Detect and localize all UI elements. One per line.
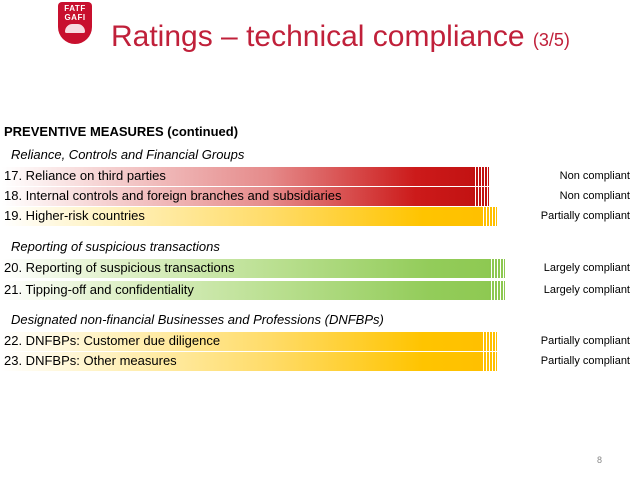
rating-row-19: 19. Higher-risk countries Partially comp… xyxy=(0,207,638,226)
logo-line-2: GAFI xyxy=(64,13,86,22)
rating-value: Non compliant xyxy=(559,170,630,182)
rating-bar xyxy=(2,207,497,226)
recommendation-label: 17. Reliance on third parties xyxy=(4,168,166,183)
slide-title: Ratings – technical compliance (3/5) xyxy=(111,20,570,54)
rating-row-18: 18. Internal controls and foreign branch… xyxy=(0,187,638,206)
rating-value: Partially compliant xyxy=(540,355,630,367)
rating-value: Non compliant xyxy=(559,190,630,202)
rating-bar xyxy=(2,259,505,278)
group-label-reporting: Reporting of suspicious transactions xyxy=(11,239,220,254)
recommendation-label: 22. DNFBPs: Customer due diligence xyxy=(4,333,221,348)
rating-bar xyxy=(2,352,497,371)
rating-value: Largely compliant xyxy=(543,262,630,274)
rating-row-23: 23. DNFBPs: Other measures Partially com… xyxy=(0,352,638,371)
rating-bar xyxy=(2,167,489,186)
rating-row-17: 17. Reliance on third parties Non compli… xyxy=(0,167,638,186)
recommendation-label: 23. DNFBPs: Other measures xyxy=(4,353,177,368)
rating-bar xyxy=(2,332,497,351)
recommendation-label: 19. Higher-risk countries xyxy=(4,208,145,223)
title-page-indicator: (3/5) xyxy=(532,30,570,50)
group-label-dnfbps: Designated non-financial Businesses and … xyxy=(11,312,384,327)
page-number: 8 xyxy=(596,455,602,465)
rating-row-22: 22. DNFBPs: Customer due diligence Parti… xyxy=(0,332,638,351)
rating-row-20: 20. Reporting of suspicious transactions… xyxy=(0,259,638,278)
group-label-reliance: Reliance, Controls and Financial Groups xyxy=(11,147,245,162)
rating-value: Partially compliant xyxy=(540,210,630,222)
section-heading: PREVENTIVE MEASURES (continued) xyxy=(4,124,239,139)
fatf-gafi-logo: FATF GAFI xyxy=(58,2,92,44)
title-main: Ratings – technical compliance xyxy=(111,20,525,53)
rating-bar xyxy=(2,187,489,206)
recommendation-label: 20. Reporting of suspicious transactions xyxy=(4,260,235,275)
logo-line-1: FATF xyxy=(64,4,86,13)
rating-row-21: 21. Tipping-off and confidentiality Larg… xyxy=(0,281,638,300)
recommendation-label: 21. Tipping-off and confidentiality xyxy=(4,282,194,297)
recommendation-label: 18. Internal controls and foreign branch… xyxy=(4,188,342,203)
rating-value: Partially compliant xyxy=(540,335,630,347)
rating-value: Largely compliant xyxy=(543,284,630,296)
rating-bar xyxy=(2,281,505,300)
logo-emblem-icon xyxy=(65,24,85,33)
